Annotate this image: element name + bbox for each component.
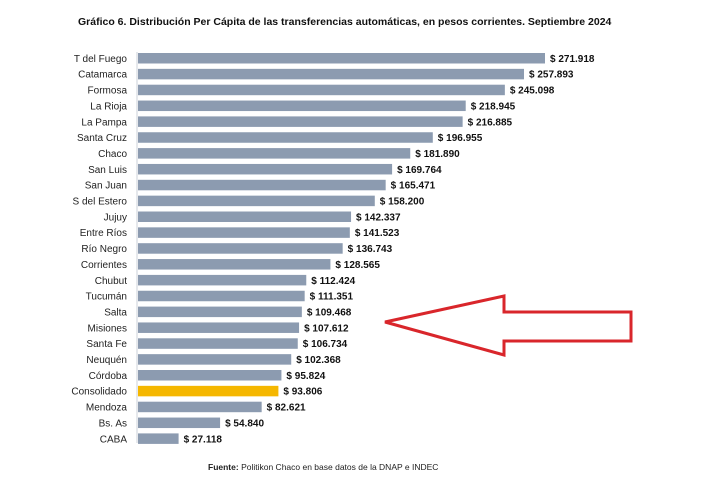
source-text: Politikon Chaco en base datos de la DNAP… bbox=[238, 462, 439, 472]
bar-tucuman bbox=[138, 290, 305, 302]
bar-misiones bbox=[138, 322, 300, 333]
bar-san-juan bbox=[138, 179, 386, 191]
category-label-santa-cruz: Santa Cruz bbox=[77, 133, 127, 144]
annotation-arrow bbox=[384, 294, 633, 357]
category-labels: T del Fuego Catamarca Formosa La Rioja La Pa… bbox=[71, 54, 127, 445]
category-label-caba: CABA bbox=[100, 434, 128, 445]
bar-bs-as bbox=[138, 417, 221, 429]
category-label-la-pampa: La Pampa bbox=[81, 117, 127, 128]
bar-t-del-fuego bbox=[138, 53, 545, 64]
category-label-salta: Salta bbox=[104, 307, 127, 318]
value-label-t-del-fuego: $ 271.918 bbox=[550, 54, 595, 65]
bar-caba bbox=[138, 433, 179, 444]
category-label-cordoba: Córdoba bbox=[89, 371, 128, 382]
value-label-neuquen: $ 102.368 bbox=[296, 355, 341, 366]
value-label-chubut: $ 112.424 bbox=[311, 276, 355, 287]
value-label-corrientes: $ 128.565 bbox=[335, 260, 380, 271]
value-label-jujuy: $ 142.337 bbox=[356, 212, 401, 223]
value-label-mendoza: $ 82.621 bbox=[267, 403, 306, 414]
value-label-rio-negro: $ 136.743 bbox=[348, 244, 393, 255]
category-label-t-del-fuego: T del Fuego bbox=[74, 54, 128, 65]
bar-salta bbox=[138, 306, 302, 318]
bar-jujuy bbox=[138, 211, 352, 222]
category-label-san-juan: San Juan bbox=[85, 181, 127, 192]
bar-chubut bbox=[138, 274, 307, 286]
value-label-san-luis: $ 169.764 bbox=[397, 165, 442, 176]
category-label-consolidado: Consolidado bbox=[71, 387, 127, 398]
category-label-misiones: Misiones bbox=[88, 323, 127, 334]
bars bbox=[138, 53, 545, 444]
category-label-mendoza: Mendoza bbox=[86, 403, 128, 414]
value-label-san-juan: $ 165.471 bbox=[391, 181, 436, 192]
bar-corrientes bbox=[138, 259, 331, 270]
category-label-san-luis: San Luis bbox=[88, 165, 127, 176]
chart-title: Gráfico 6. Distribución Per Cápita de la… bbox=[78, 16, 612, 28]
value-label-salta: $ 109.468 bbox=[307, 307, 352, 318]
value-label-catamarca: $ 257.893 bbox=[529, 70, 574, 81]
category-label-s-del-estero: S del Estero bbox=[73, 197, 128, 208]
value-label-bs-as: $ 54.840 bbox=[225, 418, 264, 429]
category-label-tucuman: Tucumán bbox=[86, 292, 127, 303]
value-label-la-rioja: $ 218.945 bbox=[471, 101, 516, 112]
category-label-chubut: Chubut bbox=[95, 276, 127, 287]
category-label-santa-fe: Santa Fe bbox=[86, 339, 127, 350]
value-label-caba: $ 27.118 bbox=[184, 434, 223, 445]
category-label-entre-rios: Entre Ríos bbox=[80, 228, 127, 239]
value-label-cordoba: $ 95.824 bbox=[286, 371, 325, 382]
value-label-formosa: $ 245.098 bbox=[510, 86, 555, 97]
value-label-s-del-estero: $ 158.200 bbox=[380, 197, 425, 208]
category-label-catamarca: Catamarca bbox=[78, 70, 127, 81]
category-label-formosa: Formosa bbox=[88, 86, 128, 97]
category-label-rio-negro: Río Negro bbox=[81, 244, 127, 255]
bar-consolidado bbox=[138, 385, 279, 397]
category-label-chaco: Chaco bbox=[98, 149, 127, 160]
value-label-entre-rios: $ 141.523 bbox=[355, 228, 400, 239]
value-label-chaco: $ 181.890 bbox=[415, 149, 460, 160]
bar-cordoba bbox=[138, 370, 282, 381]
value-label-tucuman: $ 111.351 bbox=[310, 292, 354, 303]
bar-san-luis bbox=[138, 163, 393, 175]
value-label-misiones: $ 107.612 bbox=[304, 323, 349, 334]
category-label-neuquen: Neuquén bbox=[86, 355, 127, 366]
source-label: Fuente: bbox=[208, 462, 239, 472]
bar-la-rioja bbox=[138, 100, 466, 112]
bar-neuquen bbox=[138, 354, 292, 365]
bar-la-pampa bbox=[138, 116, 463, 127]
value-label-la-pampa: $ 216.885 bbox=[468, 117, 513, 128]
source-note: Fuente: Politikon Chaco en base datos de… bbox=[208, 462, 438, 472]
value-label-consolidado: $ 93.806 bbox=[283, 387, 322, 398]
bar-catamarca bbox=[138, 68, 525, 80]
bar-chaco bbox=[138, 148, 411, 159]
bar-santa-cruz bbox=[138, 132, 433, 143]
bar-formosa bbox=[138, 84, 505, 96]
bar-entre-rios bbox=[138, 227, 350, 238]
category-label-jujuy: Jujuy bbox=[104, 212, 127, 223]
value-label-santa-cruz: $ 196.955 bbox=[438, 133, 483, 144]
category-label-la-rioja: La Rioja bbox=[90, 101, 127, 112]
bar-rio-negro bbox=[138, 243, 343, 254]
category-label-bs-as: Bs. As bbox=[99, 418, 127, 429]
value-label-santa-fe: $ 106.734 bbox=[303, 339, 348, 350]
category-label-corrientes: Corrientes bbox=[81, 260, 127, 271]
bar-mendoza bbox=[138, 401, 262, 413]
bar-s-del-estero bbox=[138, 195, 375, 207]
bar-santa-fe bbox=[138, 338, 298, 349]
value-labels: $ 271.918 $ 257.893 $ 245.098 $ 218.945 $ 21… bbox=[184, 54, 595, 445]
